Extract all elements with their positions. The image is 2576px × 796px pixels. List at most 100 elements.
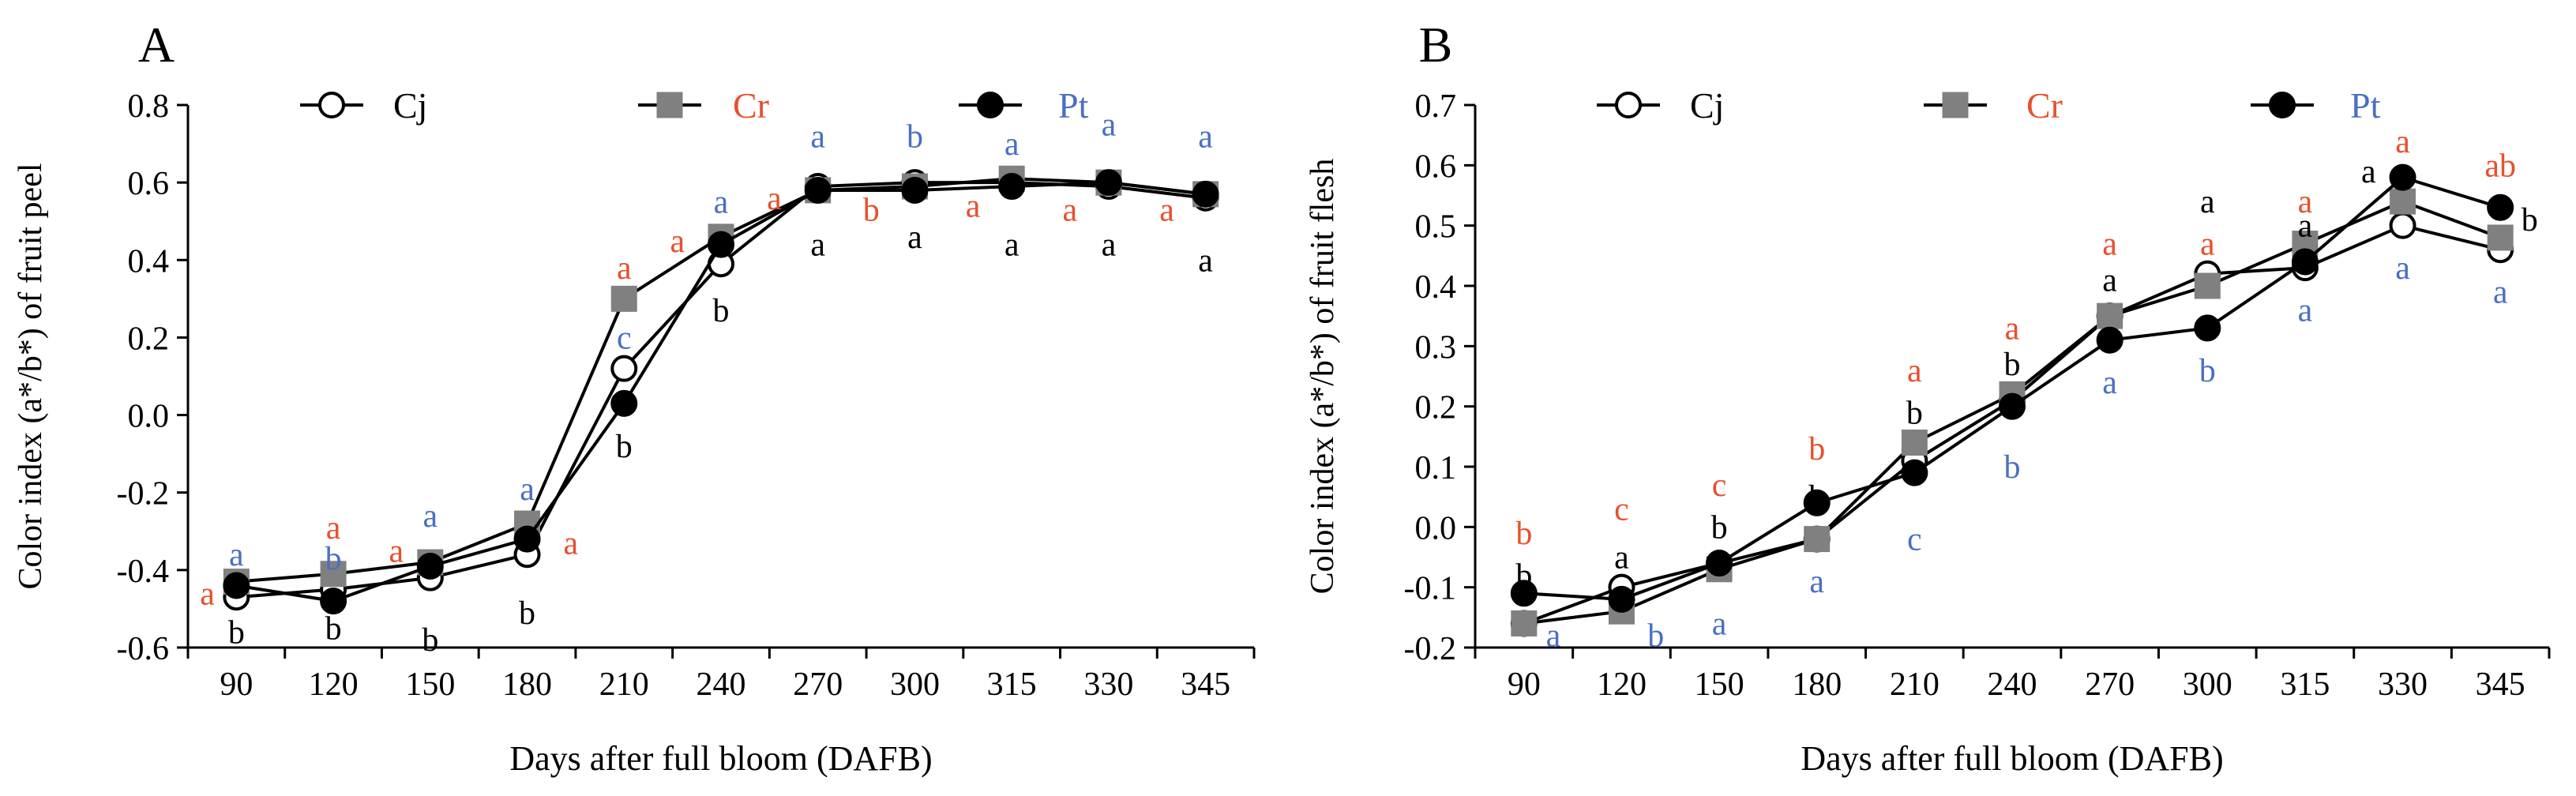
significance-letter: a bbox=[2005, 310, 2020, 347]
legend-marker bbox=[977, 92, 1004, 118]
significance-letter: a bbox=[2298, 293, 2313, 329]
significance-letter: a bbox=[810, 118, 825, 155]
significance-letter: a bbox=[2200, 184, 2215, 220]
legend-marker bbox=[656, 92, 683, 118]
data-point bbox=[1192, 180, 1219, 208]
significance-letter: a bbox=[1102, 107, 1117, 144]
legend-label: Cr bbox=[733, 85, 769, 126]
significance-letter: b bbox=[1647, 618, 1664, 655]
significance-letter: b bbox=[1906, 395, 1923, 431]
significance-letter: a bbox=[1198, 242, 1213, 279]
y-tick-label: 0.6 bbox=[1415, 148, 1457, 185]
data-point bbox=[320, 561, 347, 588]
y-tick-label: -0.4 bbox=[117, 554, 170, 590]
significance-letter: b bbox=[1808, 431, 1825, 467]
significance-letter: a bbox=[617, 250, 632, 287]
y-tick-label: 0.4 bbox=[1415, 269, 1457, 306]
significance-letter: b bbox=[325, 610, 342, 647]
significance-letter: b bbox=[713, 293, 730, 329]
y-tick-label: -0.2 bbox=[117, 476, 170, 513]
significance-letter: a bbox=[422, 498, 437, 535]
data-point bbox=[1511, 610, 1538, 636]
significance-letter: a bbox=[389, 533, 404, 569]
significance-letter: a bbox=[1198, 118, 1213, 155]
significance-letter: a bbox=[229, 537, 244, 573]
legend-item-cj: Cj bbox=[1597, 85, 1724, 126]
data-point bbox=[2389, 212, 2416, 239]
series-pt bbox=[1510, 163, 2514, 613]
x-tick-label: 120 bbox=[1597, 666, 1647, 703]
significance-letter: a bbox=[1712, 606, 1727, 642]
data-point bbox=[1510, 580, 1538, 607]
x-tick-label: 300 bbox=[890, 666, 940, 703]
data-point bbox=[2487, 224, 2514, 251]
data-point bbox=[901, 176, 929, 204]
data-point bbox=[2389, 163, 2416, 191]
series-cj bbox=[1510, 212, 2514, 637]
x-tick-label: 150 bbox=[405, 666, 455, 703]
significance-letter: a bbox=[1004, 227, 1020, 264]
x-tick-label: 210 bbox=[1890, 666, 1940, 703]
significance-letter: a bbox=[2102, 227, 2117, 263]
significance-letter: b bbox=[1515, 558, 1532, 594]
legend-label: Cj bbox=[1690, 85, 1724, 126]
significance-letter: a bbox=[563, 526, 578, 562]
significance-letter: b bbox=[1515, 516, 1532, 552]
significance-letter: a bbox=[1102, 227, 1117, 264]
data-point bbox=[2194, 314, 2221, 342]
y-tick-label: -0.6 bbox=[117, 631, 170, 667]
significance-letter: b bbox=[2004, 347, 2021, 383]
y-tick-label: -0.2 bbox=[1404, 631, 1457, 667]
legend-marker bbox=[318, 92, 345, 118]
significance-letter: a bbox=[810, 227, 825, 264]
significance-letter: a bbox=[1546, 618, 1561, 655]
data-point bbox=[1901, 459, 1928, 486]
legend-label: Pt bbox=[2350, 85, 2381, 126]
data-point bbox=[2487, 193, 2514, 221]
significance-letter: a bbox=[2361, 154, 2376, 190]
significance-letter: a bbox=[767, 181, 782, 217]
panel-letter: B bbox=[1419, 17, 1453, 73]
data-point bbox=[708, 231, 734, 258]
chart-panel-a: A 0.8 0.6 0.4 0.2 0.0 -0.2 -0.4 -0.6 90 120 150 180 2… bbox=[13, 17, 1256, 778]
y-tick-label: -0.1 bbox=[1404, 571, 1457, 607]
data-point bbox=[513, 525, 541, 553]
y-tick-label: 0.3 bbox=[1415, 329, 1457, 366]
significance-letter: b bbox=[2199, 353, 2216, 389]
x-tick-label: 315 bbox=[2280, 666, 2330, 703]
legend-label: Cj bbox=[393, 85, 427, 126]
y-tick-label: 0.2 bbox=[128, 321, 170, 357]
significance-letter: a bbox=[2102, 262, 2117, 298]
significance-letter: a bbox=[1159, 192, 1174, 228]
data-point bbox=[1608, 585, 1635, 613]
x-tick-label: 330 bbox=[1083, 666, 1133, 703]
data-point bbox=[610, 355, 638, 382]
significance-letter: a bbox=[2298, 208, 2313, 245]
significance-letter: a bbox=[2395, 250, 2410, 287]
legend-label: Cr bbox=[2026, 85, 2063, 126]
x-tick-label: 270 bbox=[2085, 666, 2135, 703]
significance-letter: a bbox=[2395, 124, 2410, 160]
significance-letter: a bbox=[2200, 227, 2215, 263]
y-tick-label: 0.7 bbox=[1415, 88, 1457, 125]
significance-letter: b bbox=[907, 118, 923, 155]
y-tick-label: 0.0 bbox=[1415, 510, 1457, 546]
significance-letter: c bbox=[1907, 522, 1922, 558]
x-tick-label: 90 bbox=[1508, 666, 1541, 703]
significance-letter: b bbox=[2004, 449, 2021, 486]
legend-item-pt: Pt bbox=[2251, 85, 2381, 126]
legend-item-pt: Pt bbox=[959, 85, 1089, 126]
x-tick-label: 120 bbox=[309, 666, 359, 703]
data-point bbox=[2097, 302, 2124, 329]
data-point bbox=[1999, 392, 2026, 420]
y-tick-label: 0.5 bbox=[1415, 209, 1457, 246]
data-point bbox=[998, 173, 1026, 201]
significance-letter: b bbox=[422, 622, 438, 659]
significance-letter: c bbox=[1712, 467, 1727, 504]
x-tick-label: 345 bbox=[1181, 666, 1230, 703]
legend-item-cr: Cr bbox=[1924, 85, 2063, 126]
significance-letter: a bbox=[1907, 353, 1922, 389]
y-tick-label: 0.0 bbox=[128, 399, 170, 435]
x-tick-label: 240 bbox=[1988, 666, 2037, 703]
legend-marker bbox=[1942, 92, 1969, 118]
